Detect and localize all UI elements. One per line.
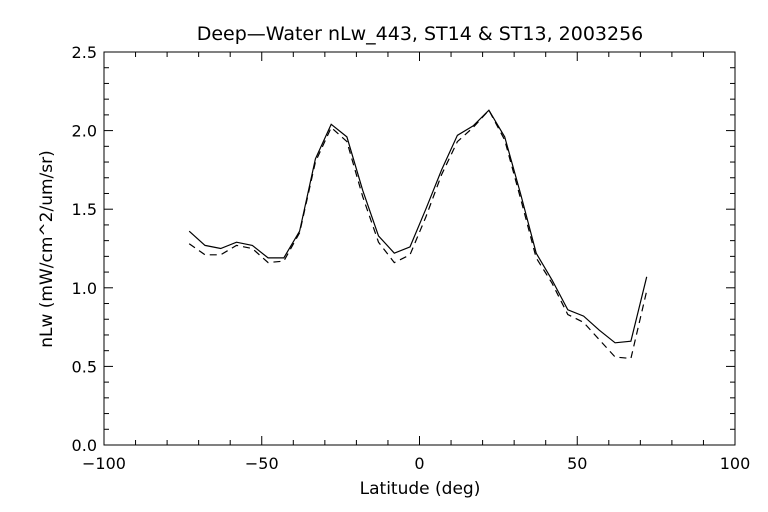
x-tick-label: 0 xyxy=(414,454,424,473)
x-tick-label: −100 xyxy=(82,454,126,473)
axis-tick-labels: −100 −50 0 50 100 0.0 0.5 1.0 1.5 2.0 2.5 xyxy=(72,43,751,473)
chart-title: Deep—Water nLw_443, ST14 & ST13, 2003256 xyxy=(197,23,644,45)
y-tick-label: 1.5 xyxy=(72,200,97,219)
plot-frame xyxy=(103,51,736,446)
x-tick-label: 100 xyxy=(720,454,751,473)
x-tick-label: 50 xyxy=(567,454,587,473)
x-axis-label: Latitude (deg) xyxy=(360,479,481,499)
series-line-dashed xyxy=(188,109,648,360)
y-tick-label: 0.5 xyxy=(72,357,97,376)
y-tick-label: 2.5 xyxy=(72,43,97,62)
y-axis-label: nLw (mW/cm^2/um/sr) xyxy=(37,150,57,348)
y-tick-label: 1.0 xyxy=(72,279,97,298)
series-line-solid xyxy=(188,109,648,344)
data-series xyxy=(188,109,648,360)
axis-ticks xyxy=(103,51,736,446)
y-tick-label: 0.0 xyxy=(72,436,97,455)
y-tick-label: 2.0 xyxy=(72,122,97,141)
x-tick-label: −50 xyxy=(245,454,279,473)
